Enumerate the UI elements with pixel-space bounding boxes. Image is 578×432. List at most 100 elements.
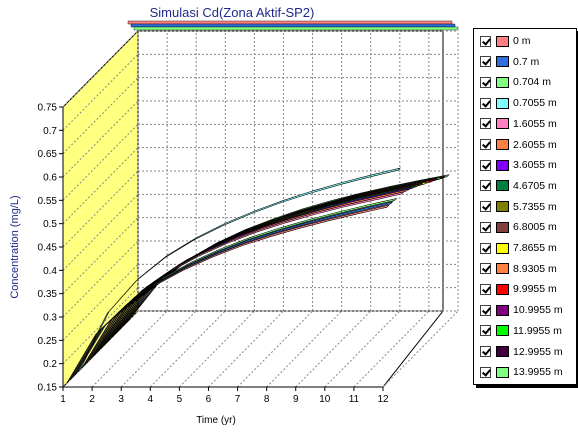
y-tick-label-4: 0.35 xyxy=(38,289,58,300)
y-axis-label: Concentration (mg/L) xyxy=(9,195,21,298)
top-band-0 xyxy=(127,20,453,25)
legend-item[interactable]: 0.704 m xyxy=(480,73,576,91)
series-ribbon-0 xyxy=(66,204,390,384)
legend-label: 8.9305 m xyxy=(513,262,557,275)
grid-line-left-5 xyxy=(62,193,139,271)
legend-item[interactable]: 9.9955 m xyxy=(480,280,576,298)
legend-checkbox[interactable] xyxy=(480,283,491,295)
grid-line-floor-6 xyxy=(237,310,313,388)
legend-label: 12.9955 m xyxy=(513,345,563,358)
legend-swatch xyxy=(496,159,509,171)
legend-item[interactable]: 6.8005 m xyxy=(480,218,576,236)
legend-checkbox[interactable] xyxy=(480,118,491,130)
legend-item[interactable]: 0.7055 m xyxy=(480,94,576,112)
y-tick-label-1: 0.2 xyxy=(43,359,57,370)
legend-item[interactable]: 8.9305 m xyxy=(480,260,576,278)
legend-item[interactable]: 7.8655 m xyxy=(480,239,576,257)
legend-item[interactable]: 0.7 m xyxy=(480,53,576,71)
grid-line-left-1 xyxy=(62,287,139,365)
legend-label: 0 m xyxy=(513,35,531,47)
legend-swatch xyxy=(496,35,509,47)
grid-line-floor-11 xyxy=(382,310,459,388)
legend-item[interactable]: 11.9955 m xyxy=(480,322,576,340)
x-tick-label-8: 9 xyxy=(293,394,299,405)
grid-line-left-3 xyxy=(62,240,139,318)
series-ribbon-1 xyxy=(70,201,394,380)
legend-swatch xyxy=(496,221,509,233)
legend: 0 m 0.7 m 0.704 m 0.7055 m 1.6055 m 2.6055 m 3… xyxy=(473,28,577,385)
chart-walls xyxy=(61,29,445,389)
legend-label: 4.6705 m xyxy=(513,179,557,192)
legend-checkbox[interactable] xyxy=(480,56,491,68)
x-tick-label-9: 10 xyxy=(319,394,331,405)
grid-line-left-10 xyxy=(62,77,139,155)
legend-item[interactable]: 10.9955 m xyxy=(480,301,576,319)
legend-label: 0.7 m xyxy=(513,55,540,68)
x-tick-label-1: 2 xyxy=(89,394,95,405)
grid-line-floor-1 xyxy=(91,310,168,388)
legend-label: 3.6055 m xyxy=(513,159,557,172)
legend-checkbox[interactable] xyxy=(480,201,491,213)
y-tick-label-11: 0.7 xyxy=(43,126,57,137)
legend-item[interactable]: 0 m xyxy=(480,32,576,50)
legend-checkbox[interactable] xyxy=(480,97,491,109)
legend-checkbox[interactable] xyxy=(480,325,491,337)
legend-swatch xyxy=(496,76,509,88)
legend-item[interactable]: 12.9955 m xyxy=(480,343,576,361)
grid-line-floor-8 xyxy=(295,310,372,388)
series-ribbons xyxy=(66,167,450,384)
x-tick-label-4: 5 xyxy=(177,394,183,405)
legend-checkbox[interactable] xyxy=(480,346,491,357)
legend-swatch xyxy=(496,346,509,357)
x-tick-label-0: 1 xyxy=(60,394,66,405)
grid-line-floor-5 xyxy=(208,310,284,388)
legend-swatch xyxy=(496,242,509,254)
legend-checkbox[interactable] xyxy=(480,221,491,233)
legend-checkbox[interactable] xyxy=(480,304,491,316)
grid-line-left-11 xyxy=(62,53,139,131)
legend-label: 0.7055 m xyxy=(513,97,557,110)
legend-label: 10.9955 m xyxy=(513,304,563,317)
legend-item[interactable]: 3.6055 m xyxy=(480,156,576,174)
legend-swatch xyxy=(496,325,509,337)
legend-item[interactable]: 4.6705 m xyxy=(480,177,576,195)
legend-label: 0.704 m xyxy=(513,76,551,89)
grid-line-left-7 xyxy=(62,147,139,225)
x-tick-label-10: 11 xyxy=(349,394,360,405)
grid-line-floor-4 xyxy=(179,310,255,388)
legend-swatch xyxy=(496,56,509,68)
legend-swatch xyxy=(496,201,509,213)
legend-item[interactable]: 1.6055 m xyxy=(480,115,576,133)
legend-checkbox[interactable] xyxy=(480,366,491,378)
legend-item[interactable]: 13.9955 m xyxy=(480,363,576,381)
legend-checkbox[interactable] xyxy=(480,242,491,254)
legend-swatch xyxy=(496,180,509,192)
grid-line-left-2 xyxy=(62,263,139,341)
x-tick-label-5: 6 xyxy=(206,394,212,405)
y-tick-label-10: 0.65 xyxy=(38,149,58,160)
legend-label: 5.7355 m xyxy=(513,200,557,213)
legend-label: 9.9955 m xyxy=(513,283,557,296)
legend-checkbox[interactable] xyxy=(480,159,491,171)
grid-line-floor-3 xyxy=(149,310,226,388)
y-tick-label-7: 0.5 xyxy=(43,219,57,230)
x-axis-label: Time (yr) xyxy=(196,415,236,426)
grid-line-left-8 xyxy=(62,123,139,201)
legend-checkbox[interactable] xyxy=(480,76,491,88)
legend-swatch xyxy=(496,263,509,275)
series-ribbon-3 xyxy=(77,167,402,373)
legend-swatch xyxy=(496,139,509,150)
legend-checkbox[interactable] xyxy=(480,35,491,47)
x-tick-label-7: 8 xyxy=(264,394,270,405)
y-tick-label-5: 0.4 xyxy=(43,266,57,277)
legend-item[interactable]: 2.6055 m xyxy=(480,136,576,154)
legend-checkbox[interactable] xyxy=(480,263,491,275)
legend-checkbox[interactable] xyxy=(480,139,491,150)
legend-checkbox[interactable] xyxy=(480,180,491,192)
y-tick-label-8: 0.55 xyxy=(38,196,58,207)
grid-line-floor-7 xyxy=(266,310,342,388)
grid-line-left-6 xyxy=(62,170,139,248)
grid-line-left-4 xyxy=(62,217,139,295)
legend-item[interactable]: 5.7355 m xyxy=(480,198,576,216)
